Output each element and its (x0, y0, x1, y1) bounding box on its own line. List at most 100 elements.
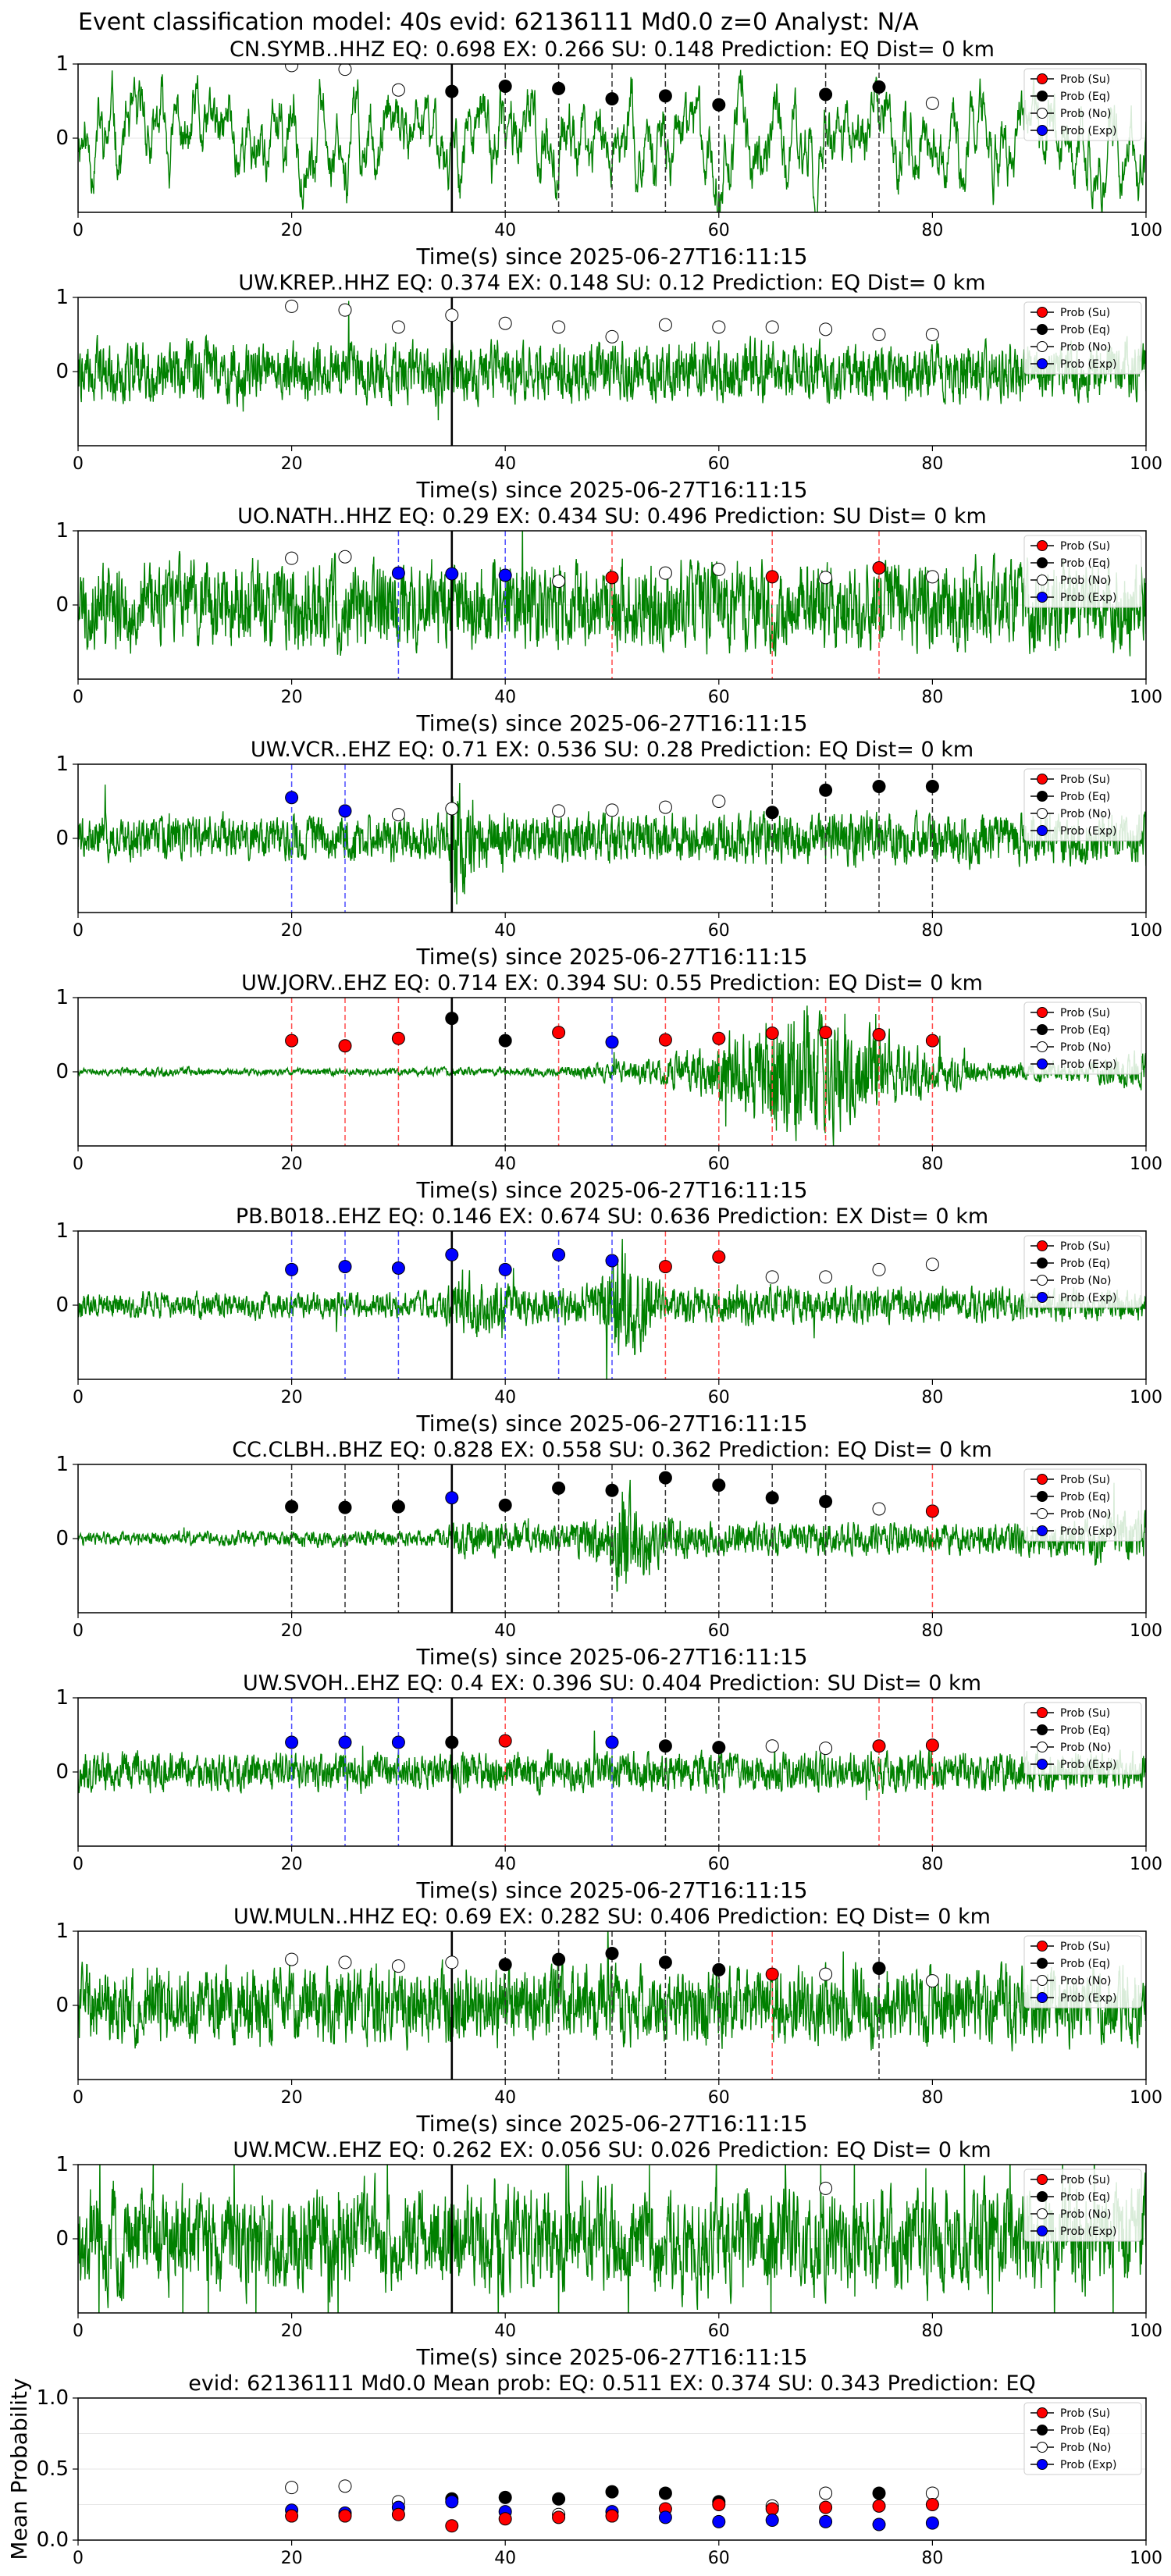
y-tick-label: 1.0 (37, 2386, 69, 2410)
prob-marker-no (658, 318, 672, 332)
legend: Prob (Su) Prob (Eq) Prob (No) Prob (Exp) (1023, 768, 1142, 841)
prob-marker-no (925, 1258, 939, 1272)
prob-marker-eq (605, 2485, 619, 2499)
prob-marker-eq (552, 1481, 566, 1495)
legend-label-su: Prob (Su) (1060, 774, 1110, 786)
x-tick-label: 60 (708, 1621, 730, 1641)
legend-label-exp: Prob (Exp) (1060, 1525, 1117, 1538)
legend-marker-no (1037, 1508, 1048, 1519)
prob-marker-exp (498, 1262, 512, 1276)
station-panel: UW.SVOH..EHZ EQ: 0.4 EX: 0.396 SU: 0.404… (55, 1671, 1162, 1903)
legend-marker-no (1037, 1975, 1048, 1986)
plot-area (78, 764, 1146, 913)
prob-marker-eq (605, 1483, 619, 1497)
legend-marker-eq (1037, 91, 1048, 101)
prob-marker-exp (285, 1735, 299, 1749)
station-panel: CC.CLBH..BHZ EQ: 0.828 EX: 0.558 SU: 0.3… (55, 1438, 1162, 1670)
legend: Prob (Su) Prob (Eq) Prob (No) Prob (Exp) (1023, 301, 1142, 375)
y-tick-label: 0 (55, 1060, 69, 1083)
panel-title: CC.CLBH..BHZ EQ: 0.828 EX: 0.558 SU: 0.3… (232, 1438, 992, 1462)
prob-marker-eq (765, 1491, 779, 1505)
x-tick-label: 20 (281, 1855, 303, 1874)
legend: Prob (Su) Prob (Eq) Prob (No) Prob (Exp) (1023, 535, 1142, 608)
legend-marker-eq (1037, 1491, 1048, 1502)
prob-marker-no (605, 803, 619, 817)
legend-label-eq: Prob (Eq) (1060, 791, 1110, 803)
legend-label-exp: Prob (Exp) (1060, 1992, 1117, 2005)
legend-label-exp: Prob (Exp) (1060, 2226, 1117, 2238)
x-tick-label: 60 (708, 1855, 730, 1874)
legend-label-exp: Prob (Exp) (1060, 592, 1117, 604)
prob-marker-eq (605, 92, 619, 106)
prob-marker-no (712, 562, 726, 576)
prob-marker-exp (445, 2495, 459, 2509)
y-tick-label: 0 (55, 1760, 69, 1784)
y-tick-label: 1 (55, 1920, 69, 1943)
prob-marker-no (605, 329, 619, 343)
x-tick-label: 60 (708, 2322, 730, 2341)
legend-label-su: Prob (Su) (1060, 2407, 1110, 2420)
prob-marker-no (338, 1955, 352, 1969)
legend-label-eq: Prob (Eq) (1060, 1491, 1110, 1503)
panel-title: UW.SVOH..EHZ EQ: 0.4 EX: 0.396 SU: 0.404… (243, 1671, 981, 1695)
prob-marker-eq (498, 80, 512, 93)
prob-marker-no (819, 1270, 833, 1284)
y-tick-label: 0 (55, 1293, 69, 1317)
prob-marker-no (925, 96, 939, 110)
station-panel: PB.B018..EHZ EQ: 0.146 EX: 0.674 SU: 0.6… (55, 1204, 1162, 1436)
legend-marker-eq (1037, 324, 1048, 335)
prob-marker-su (285, 1034, 299, 1048)
x-axis-label: Time(s) since 2025-06-27T16:11:15 (415, 2344, 807, 2370)
prob-marker-exp (285, 791, 299, 805)
x-tick-label: 20 (281, 2549, 303, 2568)
legend: Prob (Su) Prob (Eq) Prob (No) Prob (Exp) (1023, 1702, 1142, 1775)
station-panel: UW.MULN..HHZ EQ: 0.69 EX: 0.282 SU: 0.40… (55, 1905, 1162, 2137)
legend-label-no: Prob (No) (1060, 1975, 1112, 1987)
prob-marker-su (605, 2509, 619, 2523)
prob-marker-no (658, 566, 672, 580)
prob-marker-exp (391, 1261, 405, 1275)
legend-marker-no (1037, 1275, 1048, 1286)
prob-marker-su (552, 2510, 566, 2524)
x-tick-label: 40 (494, 454, 516, 474)
legend-frame (1023, 1002, 1142, 1075)
x-tick-label: 80 (921, 1855, 943, 1874)
y-tick-label: 0.5 (37, 2457, 69, 2481)
prob-marker-exp (498, 568, 512, 582)
legend: Prob (Su) Prob (Eq) Prob (No) Prob (Exp) (1023, 68, 1142, 141)
legend-frame (1023, 2169, 1142, 2242)
prob-marker-su (925, 1504, 939, 1518)
prob-marker-no (819, 2181, 833, 2195)
prob-marker-su (552, 1026, 566, 1040)
prob-marker-no (765, 1739, 779, 1753)
plot-area (78, 64, 1146, 212)
prob-marker-no (819, 1742, 833, 1756)
legend-marker-su (1037, 774, 1048, 785)
legend-label-no: Prob (No) (1060, 2442, 1112, 2454)
prob-marker-exp (445, 1247, 459, 1261)
x-tick-label: 80 (921, 921, 943, 941)
legend-marker-no (1037, 2442, 1048, 2453)
prob-marker-no (819, 571, 833, 585)
x-tick-label: 20 (281, 2322, 303, 2341)
legend-label-no: Prob (No) (1060, 1508, 1112, 1521)
legend-marker-exp (1037, 1759, 1048, 1770)
panel-title: UW.VCR..EHZ EQ: 0.71 EX: 0.536 SU: 0.28 … (251, 738, 973, 762)
panel-title: UW.JORV..EHZ EQ: 0.714 EX: 0.394 SU: 0.5… (241, 971, 983, 995)
panel-title: UW.MULN..HHZ EQ: 0.69 EX: 0.282 SU: 0.40… (233, 1905, 991, 1929)
axes-frame (77, 997, 1147, 1147)
prob-marker-eq (819, 783, 833, 797)
x-tick-label: 100 (1130, 1855, 1162, 1874)
prob-marker-eq (605, 1947, 619, 1960)
station-panel: UW.JORV..EHZ EQ: 0.714 EX: 0.394 SU: 0.5… (55, 971, 1162, 1203)
y-tick-label: 1 (55, 1453, 69, 1476)
legend-label-eq: Prob (Eq) (1060, 1724, 1110, 1737)
prob-marker-su (872, 1739, 886, 1753)
figure-suptitle: Event classification model: 40s evid: 62… (78, 9, 919, 36)
x-tick-label: 0 (73, 1155, 84, 1174)
legend-label-exp: Prob (Exp) (1060, 825, 1117, 838)
x-tick-label: 60 (708, 2549, 730, 2568)
x-axis-label: Time(s) since 2025-06-27T16:11:15 (415, 1177, 807, 1203)
prob-marker-eq (498, 1034, 512, 1048)
prob-marker-eq (445, 1735, 459, 1749)
